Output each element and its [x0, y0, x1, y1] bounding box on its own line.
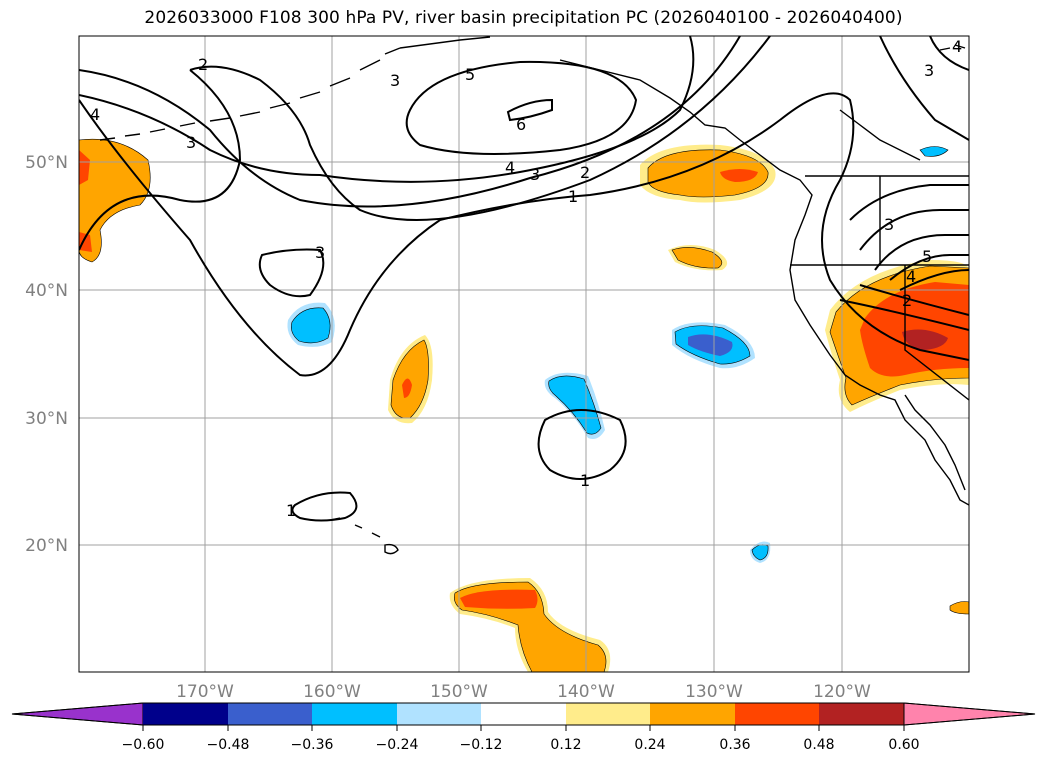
colorbar-swatch: [819, 703, 904, 725]
colorbar-ticks: [142, 725, 905, 731]
contour-label: 2: [580, 163, 590, 182]
colorbar-swatch: [228, 703, 312, 725]
contour-label: 4: [952, 37, 962, 56]
latitude-labels: 50°N 40°N 30°N 20°N: [25, 153, 68, 556]
contour-label: 4: [90, 105, 100, 124]
colorbar-tick-label: 0.12: [550, 737, 581, 753]
colorbar-tick-label: −0.24: [376, 737, 419, 753]
contour-label: 5: [465, 65, 475, 84]
contour-label: 3: [884, 215, 894, 234]
colorbar-tick-labels: −0.60 −0.48 −0.36 −0.24 −0.12 0.12 0.24 …: [122, 737, 920, 753]
contour-label: 3: [315, 243, 325, 262]
contour-label: 1: [580, 471, 590, 490]
colorbar-tick-label: −0.12: [460, 737, 503, 753]
contour-label: 3: [530, 165, 540, 184]
contour-label: 1: [568, 187, 578, 206]
pv-contour-1-hawaii: [291, 491, 358, 522]
colorbar-swatch: [566, 703, 650, 725]
colorbar-tick-label: −0.48: [207, 737, 250, 753]
colorbar-tick-label: 0.36: [719, 737, 750, 753]
contour-label: 4: [906, 267, 916, 286]
colorbar-swatch: [143, 703, 228, 725]
pv-contour-5: [405, 60, 638, 155]
graticule: [79, 36, 969, 672]
lon-label: 170°W: [176, 682, 234, 702]
map-title: 2026033000 F108 300 hPa PV, river basin …: [144, 8, 903, 28]
lat-label: 40°N: [25, 281, 68, 301]
lat-label: 30°N: [25, 409, 68, 429]
map-frame: [78, 35, 970, 673]
pv-contour-2: [79, 36, 771, 251]
lon-label: 130°W: [685, 682, 743, 702]
colorbar-tick-label: 0.24: [634, 737, 665, 753]
contour-label: 2: [902, 291, 912, 310]
colorbar-tick-label: 0.48: [803, 737, 834, 753]
alaska-coast: [399, 36, 969, 506]
contour-label: 5: [922, 247, 932, 266]
lat-label: 50°N: [25, 153, 68, 173]
contour-label: 6: [516, 115, 526, 134]
pv-contour-east-loops: [849, 183, 969, 291]
colorbar-tick-label: −0.60: [122, 737, 165, 753]
baja-california: [904, 394, 966, 491]
contour-label: 3: [924, 61, 934, 80]
colorbar-swatch: [481, 703, 566, 725]
lat-label: 20°N: [25, 536, 68, 556]
pv-contour-3-loop: [258, 248, 325, 298]
pv-contour-6: [506, 98, 553, 122]
colorbar-swatch: [397, 703, 481, 725]
pv-contour-ne-1: [879, 36, 969, 141]
contour-label: 4: [505, 158, 515, 177]
colorbar-swatch: [735, 703, 819, 725]
contour-label: 1: [286, 501, 296, 520]
contour-labels: 2 5 6 4 3 2 1 3 3 4 3 1 1 3 5 4 2 3 4: [90, 37, 962, 520]
contour-label: 2: [198, 55, 208, 74]
lon-label: 150°W: [430, 682, 488, 702]
pv-contour-3-main: [79, 36, 741, 208]
colorbar-tick-label: −0.36: [291, 737, 334, 753]
colorbar-tick-label: 0.60: [888, 737, 919, 753]
colorbar-extend-high: [903, 702, 1036, 726]
colorbar-swatch: [650, 703, 735, 725]
lon-label: 140°W: [557, 682, 615, 702]
pv-contour-1-loop-south: [537, 409, 627, 480]
pv-contours: [79, 36, 969, 522]
pv-contour-1-outer: [79, 92, 969, 377]
contour-label: 3: [390, 71, 400, 90]
colorbar-extend-low: [11, 702, 144, 726]
lon-label: 120°W: [813, 682, 871, 702]
colorbar-swatch: [312, 703, 397, 725]
lon-label: 160°W: [303, 682, 361, 702]
longitude-labels: 170°W 160°W 150°W 140°W 130°W 120°W: [176, 682, 871, 702]
pv-contour-ne-2: [929, 36, 969, 71]
pv-contour-4: [79, 36, 695, 183]
state-border-3: [904, 265, 969, 401]
map-plot-area: 2 5 6 4 3 2 1 3 3 4 3 1 1 3 5 4 2 3 4: [79, 36, 969, 672]
contour-label: 3: [186, 133, 196, 152]
colorbar: −0.60 −0.48 −0.36 −0.24 −0.12 0.12 0.24 …: [11, 702, 1036, 753]
